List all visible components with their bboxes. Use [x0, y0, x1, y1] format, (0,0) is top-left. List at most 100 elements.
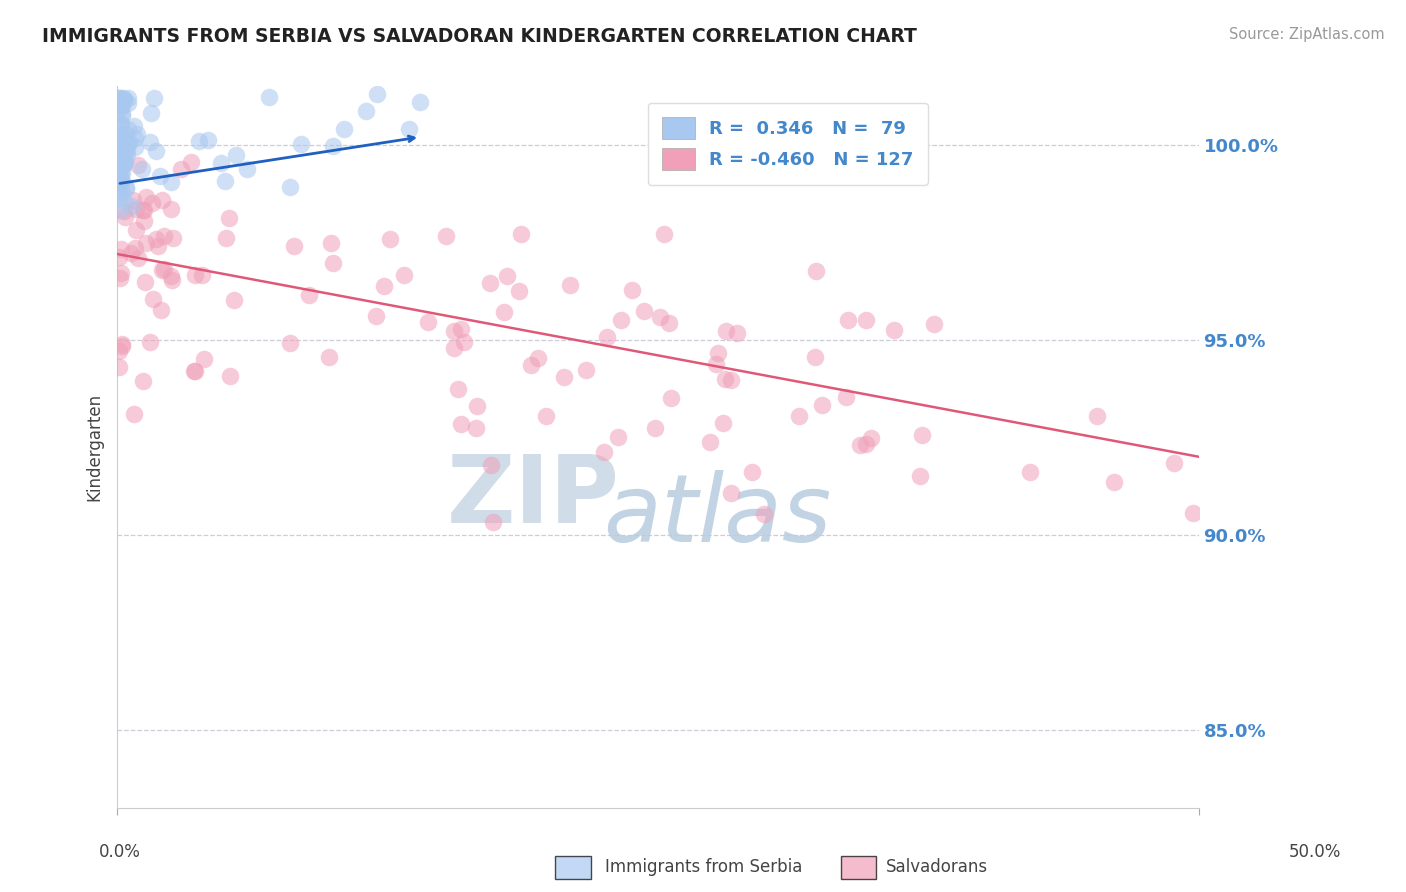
- Point: [150, 303, 173, 318]
- Point: [837, 312, 859, 326]
- Point: [714, 371, 737, 385]
- Point: [108, 91, 131, 105]
- Point: [492, 305, 515, 319]
- Point: [125, 127, 148, 141]
- Point: [132, 203, 155, 218]
- Point: [725, 326, 748, 340]
- Point: [526, 351, 548, 365]
- Point: [596, 329, 619, 343]
- Point: [354, 103, 377, 118]
- Point: [145, 145, 167, 159]
- Point: [118, 136, 141, 150]
- Point: [138, 135, 160, 149]
- Point: [124, 140, 146, 154]
- Point: [225, 148, 247, 162]
- Point: [125, 202, 148, 216]
- Point: [707, 345, 730, 359]
- Point: [111, 338, 134, 352]
- Point: [592, 445, 614, 459]
- Point: [519, 359, 541, 373]
- Point: [131, 202, 153, 217]
- Point: [659, 392, 682, 406]
- Point: [111, 108, 134, 122]
- Point: [606, 430, 628, 444]
- Point: [117, 136, 139, 151]
- Point: [141, 196, 163, 211]
- Point: [122, 408, 145, 422]
- Point: [257, 89, 280, 103]
- Point: [107, 153, 129, 167]
- Point: [860, 431, 883, 445]
- Point: [453, 334, 475, 349]
- Point: [418, 315, 440, 329]
- Point: [108, 203, 131, 218]
- Point: [142, 293, 165, 307]
- Point: [112, 157, 135, 171]
- Text: Immigrants from Serbia: Immigrants from Serbia: [605, 858, 801, 876]
- Point: [787, 409, 810, 424]
- Point: [218, 368, 240, 383]
- Point: [804, 350, 827, 364]
- Point: [855, 436, 877, 450]
- Point: [153, 261, 176, 276]
- Point: [534, 409, 557, 423]
- Point: [911, 428, 934, 442]
- Point: [115, 148, 138, 162]
- Point: [883, 323, 905, 337]
- Point: [110, 266, 132, 280]
- Point: [170, 162, 193, 177]
- Point: [110, 167, 132, 181]
- Point: [112, 92, 135, 106]
- Point: [1102, 475, 1125, 489]
- Text: IMMIGRANTS FROM SERBIA VS SALVADORAN KINDERGARTEN CORRELATION CHART: IMMIGRANTS FROM SERBIA VS SALVADORAN KIN…: [42, 27, 917, 45]
- Point: [134, 275, 156, 289]
- Point: [134, 235, 156, 250]
- Point: [558, 278, 581, 293]
- Point: [214, 174, 236, 188]
- Point: [191, 268, 214, 283]
- Point: [111, 165, 134, 179]
- Point: [107, 189, 129, 203]
- Point: [366, 87, 388, 102]
- Point: [222, 293, 245, 307]
- Point: [124, 131, 146, 145]
- Point: [184, 268, 207, 282]
- Point: [111, 140, 134, 154]
- Point: [849, 438, 872, 452]
- Point: [373, 278, 395, 293]
- Point: [110, 186, 132, 201]
- Point: [131, 161, 153, 176]
- Point: [111, 174, 134, 188]
- Point: [110, 117, 132, 131]
- Point: [121, 193, 143, 207]
- Point: [117, 95, 139, 110]
- Point: [609, 313, 631, 327]
- Point: [378, 232, 401, 246]
- Point: [652, 227, 675, 242]
- Point: [107, 113, 129, 128]
- Point: [132, 374, 155, 388]
- Point: [1182, 506, 1205, 520]
- Point: [720, 373, 742, 387]
- Point: [141, 106, 163, 120]
- Point: [111, 91, 134, 105]
- Point: [278, 336, 301, 351]
- Point: [479, 277, 502, 291]
- Point: [117, 122, 139, 136]
- Point: [188, 134, 211, 148]
- Point: [409, 95, 432, 109]
- Point: [150, 193, 173, 207]
- Point: [112, 150, 135, 164]
- Point: [714, 324, 737, 338]
- Point: [510, 227, 533, 241]
- Point: [150, 263, 173, 277]
- Point: [111, 99, 134, 113]
- Point: [322, 139, 344, 153]
- Point: [127, 158, 149, 172]
- Point: [111, 185, 134, 199]
- Point: [115, 127, 138, 141]
- Point: [142, 91, 165, 105]
- Point: [111, 337, 134, 351]
- Point: [364, 309, 387, 323]
- Point: [658, 317, 681, 331]
